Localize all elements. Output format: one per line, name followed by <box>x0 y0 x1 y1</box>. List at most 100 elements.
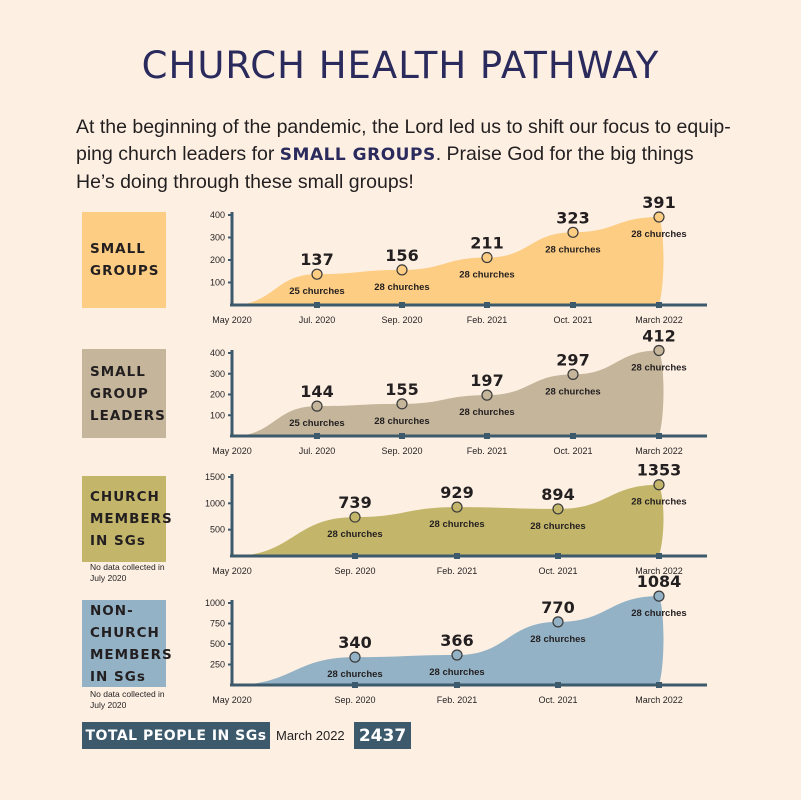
intro-highlight: SMALL GROUPS <box>279 145 436 165</box>
y-tick-label: 750 <box>210 619 225 629</box>
x-tick <box>352 553 358 559</box>
data-value-label: 340 <box>338 633 371 652</box>
area-series <box>232 217 664 305</box>
churches-annotation: 28 churches <box>545 386 600 397</box>
intro-paragraph: At the beginning of the pandemic, the Lo… <box>76 114 736 196</box>
data-point <box>653 479 665 491</box>
x-tick <box>570 302 576 308</box>
data-value-label: 144 <box>300 382 333 401</box>
y-tick-label: 200 <box>210 255 225 265</box>
y-tick-label: 300 <box>210 233 225 243</box>
y-tick-label: 400 <box>210 210 225 220</box>
data-value-label: 211 <box>470 234 503 253</box>
x-tick <box>484 302 490 308</box>
data-value-label: 894 <box>541 485 574 504</box>
label-lines: SMALL GROUP LEADERS <box>90 361 166 427</box>
label-line: MEMBERS <box>90 511 173 527</box>
x-tick-label: May 2020 <box>212 446 252 456</box>
x-tick <box>399 433 405 439</box>
data-value-label: 412 <box>642 327 675 346</box>
x-tick <box>454 682 460 688</box>
y-tick-label: 100 <box>210 278 225 288</box>
y-tick-label: 1500 <box>205 472 225 482</box>
data-point <box>311 268 323 280</box>
chart-2: 500 1000 1500 May 2020 Sep. 2020 Feb. 2021 Oct… <box>205 461 707 576</box>
x-tick-label: March 2022 <box>635 695 683 705</box>
x-tick-label: Sep. 2020 <box>334 566 375 576</box>
x-tick-label: Oct. 2021 <box>538 566 577 576</box>
x-tick-label: May 2020 <box>212 315 252 325</box>
data-point <box>552 616 564 628</box>
data-value-label: 156 <box>385 246 418 265</box>
label-line: GROUP <box>90 385 149 402</box>
data-point <box>311 400 323 412</box>
x-tick-label: May 2020 <box>212 566 252 576</box>
churches-annotation: 25 churches <box>289 418 344 429</box>
data-point <box>349 651 361 663</box>
data-value-label: 1084 <box>637 572 682 591</box>
x-tick-label: Jul. 2020 <box>299 446 336 456</box>
x-tick <box>314 302 320 308</box>
data-point <box>567 368 579 380</box>
x-tick <box>314 433 320 439</box>
label-line: IN SGs <box>90 668 146 685</box>
x-tick <box>570 433 576 439</box>
x-tick-label: Sep. 2020 <box>381 446 422 456</box>
chart-3: 250 500 750 1000 May 2020 Sep. 2020 Feb. 2021 O… <box>205 572 707 705</box>
label-church-members: CHURCH MEMBERS IN SGs <box>82 476 172 562</box>
data-point <box>349 511 361 523</box>
churches-annotation: 28 churches <box>631 608 686 619</box>
label-small-groups: SMALL GROUPS <box>82 212 166 308</box>
x-tick-label: Oct. 2021 <box>538 695 577 705</box>
data-point <box>653 344 665 357</box>
data-value-label: 929 <box>440 483 473 502</box>
y-tick-label: 250 <box>210 660 225 670</box>
x-tick-label: March 2022 <box>635 315 683 325</box>
churches-annotation: 28 churches <box>631 229 686 240</box>
x-tick <box>656 302 662 308</box>
data-value-label: 1353 <box>637 461 682 480</box>
label-line: SMALL <box>90 241 146 257</box>
data-value-label: 739 <box>338 493 371 512</box>
churches-annotation: 25 churches <box>289 286 344 297</box>
x-tick <box>656 433 662 439</box>
data-point <box>396 264 408 276</box>
x-tick-label: Sep. 2020 <box>381 315 422 325</box>
label-line: CHURCH <box>90 489 160 505</box>
area-series <box>232 596 664 685</box>
x-tick <box>555 682 561 688</box>
data-point <box>653 211 665 223</box>
label-line: CHURCH <box>90 624 160 641</box>
churches-annotation: 28 churches <box>631 497 686 508</box>
churches-annotation: 28 churches <box>429 519 484 530</box>
data-point <box>481 251 493 264</box>
data-value-label: 297 <box>556 350 589 369</box>
churches-annotation: 28 churches <box>530 634 585 645</box>
label-lines: CHURCH MEMBERS IN SGs <box>90 486 173 552</box>
churches-annotation: 28 churches <box>327 669 382 680</box>
data-point <box>653 590 665 602</box>
label-lines: NON- CHURCH MEMBERS IN SGs <box>90 600 173 688</box>
churches-annotation: 28 churches <box>374 416 429 427</box>
churches-annotation: 28 churches <box>429 667 484 678</box>
data-point <box>451 501 463 513</box>
data-point <box>451 649 463 661</box>
x-tick-label: Feb. 2021 <box>437 566 478 576</box>
x-tick <box>656 682 662 688</box>
data-value-label: 391 <box>642 193 675 212</box>
x-tick <box>484 433 490 439</box>
x-tick-label: Oct. 2021 <box>553 446 592 456</box>
label-line: NON- <box>90 602 134 619</box>
label-line: MEMBERS <box>90 646 173 663</box>
chart-1: 100 200 300 400 May 2020 Jul. 2020 Sep. 2020 Fe… <box>210 327 707 456</box>
x-tick-label: Feb. 2021 <box>437 695 478 705</box>
note-no-data-non-members: No data collected in July 2020 <box>90 689 165 710</box>
churches-annotation: 28 churches <box>374 282 429 293</box>
x-tick-label: Jul. 2020 <box>299 315 336 325</box>
data-value-label: 770 <box>541 598 574 617</box>
label-line: SMALL <box>90 363 146 380</box>
x-tick-label: Oct. 2021 <box>553 315 592 325</box>
total-value: 2437 <box>354 722 411 749</box>
data-value-label: 155 <box>385 380 418 399</box>
